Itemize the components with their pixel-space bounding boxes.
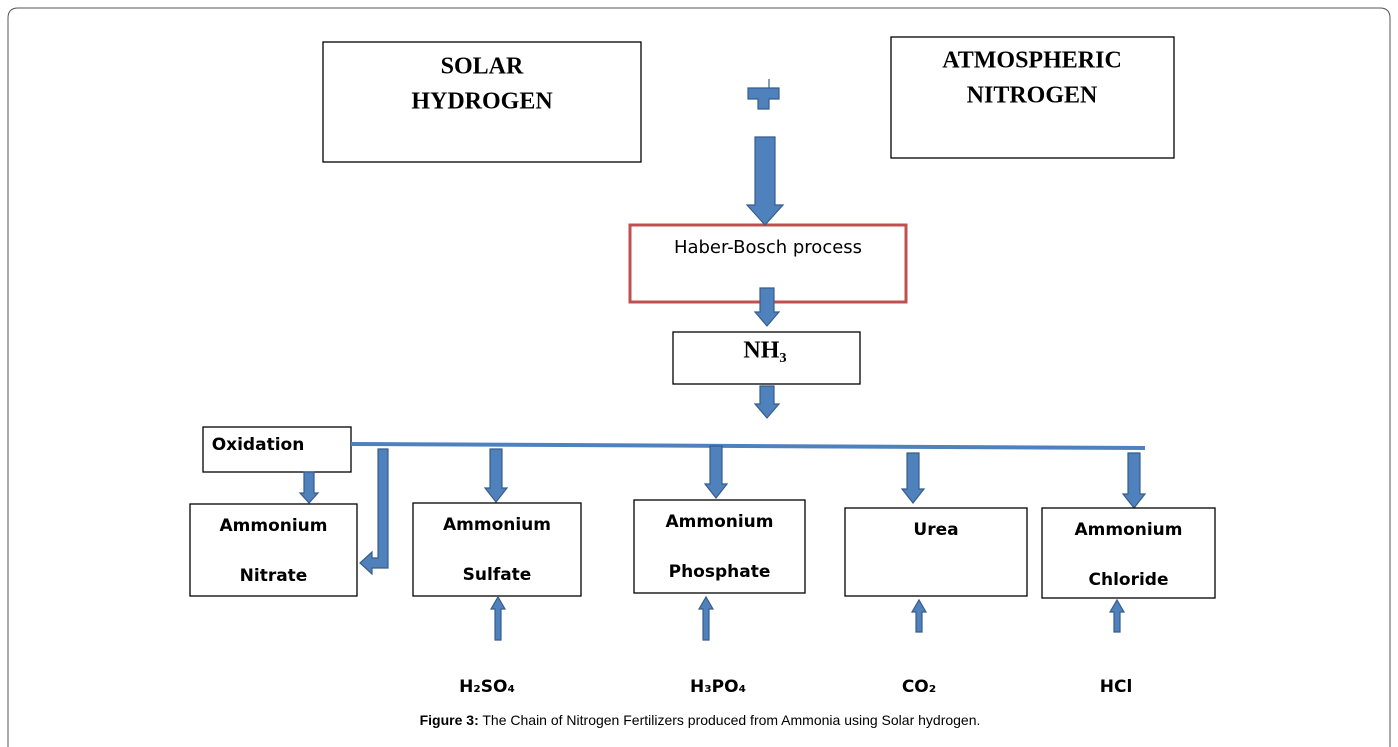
arrow <box>489 595 507 641</box>
nh3-text: NH₃ <box>743 338 786 364</box>
product-text: Nitrate <box>240 566 308 586</box>
haber-text: Haber-Bosch process <box>674 237 862 258</box>
product-text: Ammonium <box>1074 520 1182 540</box>
arrow <box>697 595 715 641</box>
solar-box <box>322 41 642 163</box>
caption: Figure 3: The Chain of Nitrogen Fertiliz… <box>420 712 981 728</box>
arrow <box>483 448 509 503</box>
arrow <box>753 287 781 327</box>
product-box <box>633 499 806 594</box>
nitrogen-text: NITROGEN <box>967 83 1098 109</box>
product-box <box>412 502 582 597</box>
caption-label: Figure 3: <box>420 712 479 728</box>
arrow <box>703 445 729 499</box>
arrow <box>1121 452 1147 509</box>
arrow <box>359 448 389 576</box>
reagent-text: H₂SO₄ <box>459 677 515 697</box>
product-text: Chloride <box>1089 570 1169 590</box>
product-text: Sulfate <box>463 565 532 585</box>
reagent-text: HCl <box>1100 677 1133 697</box>
reagent-text: H₃PO₄ <box>690 677 746 697</box>
nh3-box <box>672 331 861 385</box>
product-text: Ammonium <box>443 515 551 535</box>
product-box <box>844 507 1028 597</box>
distribution-line <box>351 442 1145 450</box>
arrow <box>745 136 785 226</box>
reagent-text: CO₂ <box>902 677 936 697</box>
arrow <box>900 452 926 504</box>
frame <box>7 7 1391 747</box>
arrow <box>298 471 320 504</box>
product-text: Ammonium <box>219 516 327 536</box>
product-box <box>1041 507 1216 599</box>
solar-text: SOLAR <box>441 54 524 80</box>
caption-text: The Chain of Nitrogen Fertilizers produc… <box>479 712 981 728</box>
nitrogen-box <box>890 36 1175 159</box>
oxidation-box <box>202 426 352 473</box>
solar-text: HYDROGEN <box>411 89 553 115</box>
product-text: Ammonium <box>665 512 773 532</box>
product-text: Phosphate <box>669 562 771 582</box>
oxidation-text: Oxidation <box>212 435 305 455</box>
product-box <box>189 503 358 597</box>
product-text: Urea <box>913 520 958 540</box>
plus-sign <box>747 79 780 110</box>
nitrogen-text: ATMOSPHERIC <box>942 48 1122 74</box>
arrow <box>910 598 928 633</box>
arrow <box>753 385 781 419</box>
arrow <box>1108 598 1126 633</box>
